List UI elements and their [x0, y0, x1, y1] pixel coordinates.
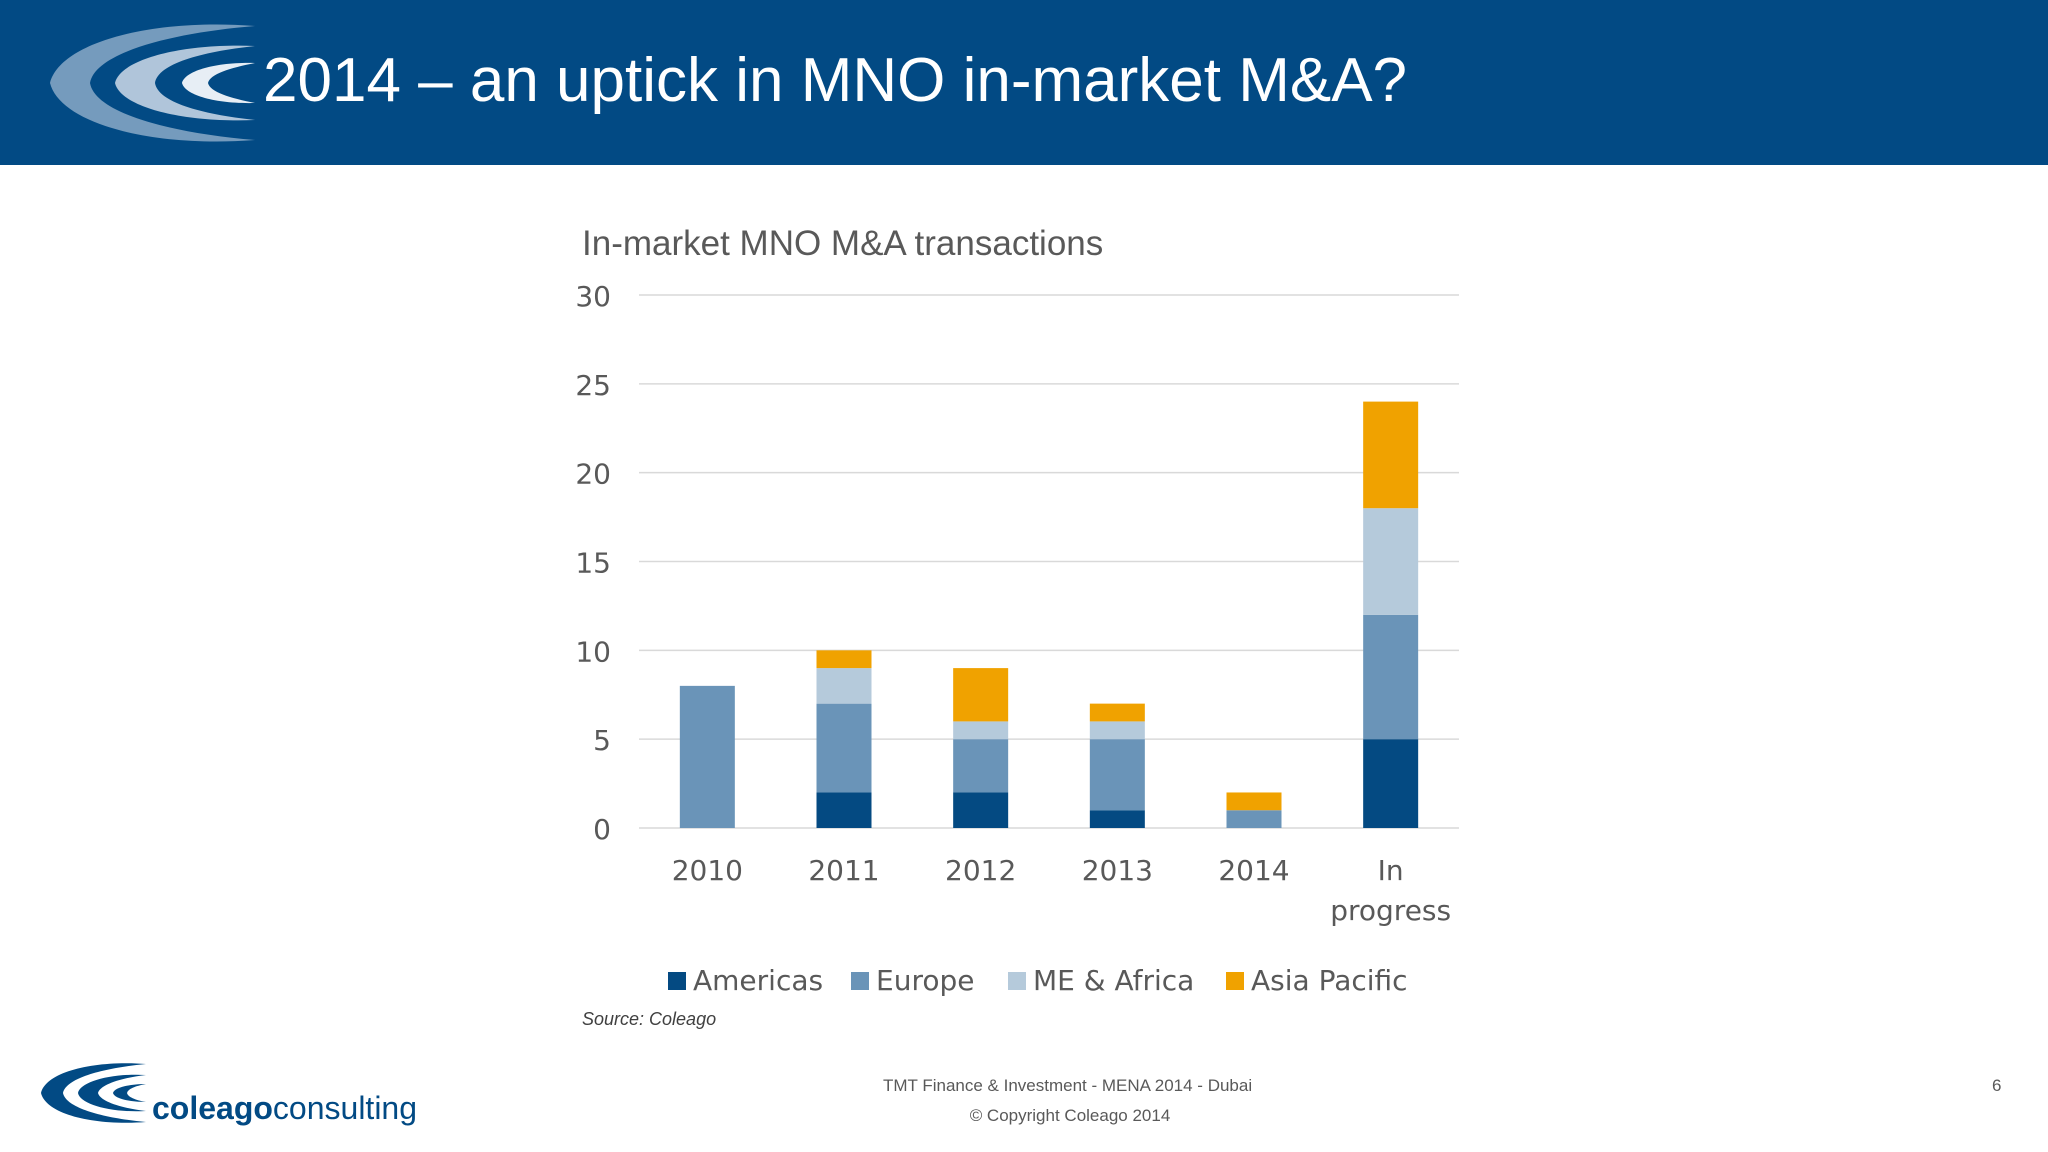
bar-segment: [816, 792, 872, 828]
coleago-swirl-logo: [50, 24, 255, 142]
brand-bold: coleago: [152, 1090, 273, 1126]
slide-title: 2014 – an uptick in MNO in-market M&A?: [263, 46, 1408, 115]
coleago-footer-swirl-icon: [41, 1063, 146, 1123]
bar-segment: [816, 703, 872, 793]
legend-swatch: [668, 972, 686, 990]
y-tick-label: 5: [593, 724, 611, 757]
brand-wordmark: coleagoconsulting: [152, 1092, 417, 1124]
y-tick-label: 20: [575, 458, 611, 491]
bar-segment: [1363, 739, 1419, 828]
x-tick-label: In: [1378, 854, 1404, 887]
bar-segment: [1089, 703, 1145, 722]
x-tick-label: 2012: [945, 854, 1016, 887]
x-tick-label: progress: [1330, 894, 1451, 927]
bar-segment: [1226, 810, 1282, 828]
bar-segment: [953, 668, 1009, 722]
header-bar: 2014 – an uptick in MNO in-market M&A?: [0, 0, 2048, 165]
bar-segment: [679, 685, 735, 828]
legend-swatch: [1226, 972, 1244, 990]
page-number: 6: [1992, 1076, 2002, 1095]
legend-swatch: [851, 972, 869, 990]
bar-segment: [953, 792, 1009, 828]
x-tick-label: 2011: [808, 854, 879, 887]
footer-event: TMT Finance & Investment - MENA 2014 - D…: [883, 1076, 1253, 1095]
legend-label: ME & Africa: [1033, 964, 1194, 997]
bar-segment: [1089, 721, 1145, 740]
bar-segment: [953, 739, 1009, 793]
bar-segment: [1089, 739, 1145, 811]
brand-light: consulting: [272, 1090, 418, 1126]
legend-label: Europe: [876, 964, 974, 997]
x-tick-label: 2013: [1082, 854, 1153, 887]
y-tick-label: 30: [575, 280, 611, 313]
bar-segment: [1363, 401, 1419, 509]
y-tick-label: 15: [575, 547, 611, 580]
legend-swatch: [1008, 972, 1026, 990]
x-tick-label: 2010: [672, 854, 743, 887]
legend-label: Asia Pacific: [1251, 964, 1408, 997]
footer-copyright: © Copyright Coleago 2014: [969, 1106, 1171, 1125]
x-tick-label: 2014: [1218, 854, 1289, 887]
bar-segment: [953, 721, 1009, 740]
bar-segment: [816, 650, 872, 669]
y-tick-label: 10: [575, 635, 611, 668]
y-tick-label: 25: [575, 369, 611, 402]
y-tick-label: 0: [593, 813, 611, 846]
bar-segment: [1089, 810, 1145, 828]
chart-title: In-market MNO M&A transactions: [582, 224, 1104, 263]
source-note: Source: Coleago: [582, 1009, 717, 1029]
stacked-bar-chart: 0 5 10 15 20 25 30 2010 2011 2012 2013 2014 In progre…: [575, 280, 1459, 997]
legend-label: Americas: [693, 964, 823, 997]
bar-segment: [1363, 508, 1419, 615]
bar-segment: [1363, 614, 1419, 740]
bar-segment: [816, 668, 872, 704]
bar-segment: [1226, 792, 1282, 811]
